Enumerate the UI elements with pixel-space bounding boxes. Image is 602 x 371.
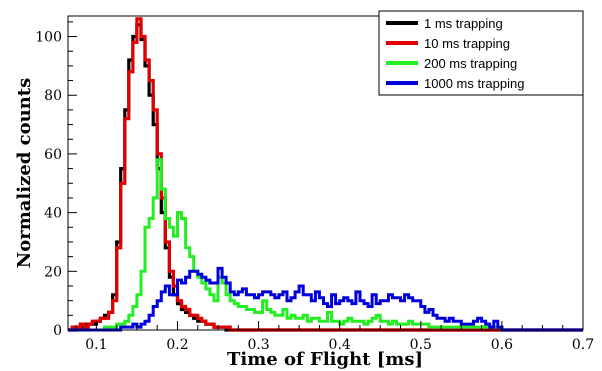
x-tick-label: 0.2 <box>166 337 188 353</box>
x-tick-label: 0.3 <box>247 337 269 353</box>
legend-label: 10 ms trapping <box>424 36 510 51</box>
y-tick-label: 100 <box>35 30 62 46</box>
x-axis: 0.1 0.2 0.3 0.4 0.5 0.6 0.7 <box>75 321 594 353</box>
legend-entries: 1 ms trapping 10 ms trapping 200 ms trappi… <box>386 16 524 91</box>
series-10-ms-trapping <box>68 17 583 332</box>
series-1000-ms-trapping <box>68 266 583 332</box>
x-tick-label: 0.7 <box>572 337 594 353</box>
legend-label: 200 ms trapping <box>424 56 517 71</box>
y-tick-label: 40 <box>44 206 62 222</box>
x-tick-label: 0.6 <box>491 337 513 353</box>
y-axis-label: Normalized counts <box>14 78 35 268</box>
y-tick-label: 60 <box>44 147 62 163</box>
series-200-ms-trapping <box>68 158 583 332</box>
y-tick-label: 0 <box>53 323 62 339</box>
legend: 1 ms trapping 10 ms trapping 200 ms trappi… <box>378 10 584 96</box>
legend-label: 1 ms trapping <box>424 16 503 31</box>
legend-label: 1000 ms trapping <box>424 76 524 91</box>
x-tick-label: 0.5 <box>410 337 432 353</box>
y-tick-label: 20 <box>44 264 62 280</box>
x-tick-label: 0.1 <box>85 337 107 353</box>
plot-frame <box>67 15 584 331</box>
series-layer <box>68 17 583 332</box>
x-tick-label: 0.4 <box>329 337 351 353</box>
x-axis-label: Time of Flight [ms] <box>227 349 423 370</box>
y-axis: 0 20 40 60 80 100 <box>35 21 77 339</box>
y-tick-label: 80 <box>44 88 62 104</box>
